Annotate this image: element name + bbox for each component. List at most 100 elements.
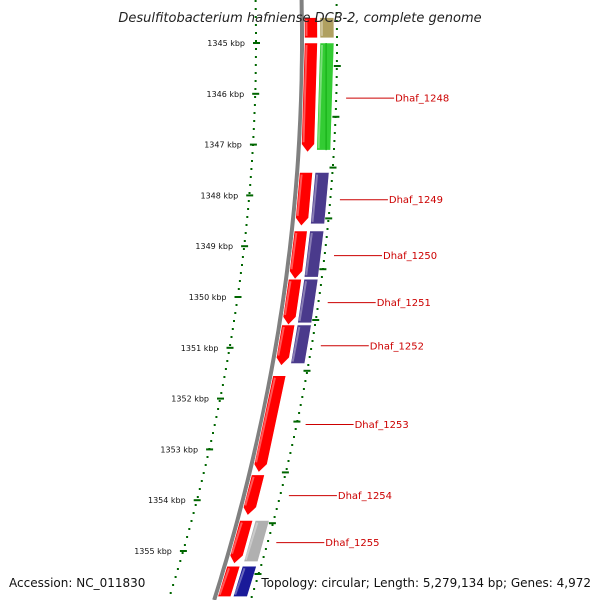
cds-arrow[interactable] xyxy=(282,278,302,326)
ring-dot xyxy=(326,228,329,230)
cds-arrow[interactable] xyxy=(275,324,296,367)
ruler-dot xyxy=(237,288,240,290)
ruler-dot xyxy=(181,552,184,554)
cds-arrow[interactable] xyxy=(289,230,308,280)
ring-dot xyxy=(299,404,302,406)
partial-cds[interactable] xyxy=(304,17,318,39)
ring-dot xyxy=(335,28,338,30)
ring-dot xyxy=(336,44,338,46)
ruler-dot xyxy=(255,48,257,50)
cds-arrow[interactable] xyxy=(295,172,313,227)
category-block[interactable] xyxy=(303,230,325,278)
category-block-shape xyxy=(316,42,335,151)
cds-arrow[interactable] xyxy=(253,375,287,473)
ring-dot xyxy=(293,436,295,438)
category-block[interactable] xyxy=(290,324,312,364)
ring-dot xyxy=(269,532,272,534)
ring-dot xyxy=(298,412,301,414)
ring-tick xyxy=(268,522,276,525)
kbp-tick xyxy=(246,194,254,197)
ruler-dot xyxy=(254,0,257,2)
ring-dot xyxy=(305,372,308,374)
gene-label-link[interactable]: Dhaf_1255 xyxy=(325,538,379,549)
gene-label-link[interactable]: Dhaf_1250 xyxy=(383,251,437,262)
ruler-dot xyxy=(217,408,220,410)
cds-arrow-shape xyxy=(275,324,296,367)
ring-dot xyxy=(333,132,336,134)
ring-dot xyxy=(335,4,338,6)
ruler-dot xyxy=(194,504,197,506)
ruler-dot xyxy=(254,64,257,66)
category-block-shape xyxy=(243,520,270,563)
gene-label-link[interactable]: Dhaf_1253 xyxy=(355,420,409,431)
ruler-dot xyxy=(253,112,256,114)
genome-summary-text: Topology: circular; Length: 5,279,134 bp… xyxy=(260,576,591,590)
cds-arrow[interactable] xyxy=(229,520,254,565)
category-block-highlight xyxy=(244,522,259,560)
ring-dot xyxy=(267,540,270,542)
ring-dot xyxy=(335,12,338,14)
partial-category[interactable] xyxy=(232,565,257,598)
ruler-dot xyxy=(246,216,249,218)
category-block-highlight xyxy=(291,326,301,362)
partial-cds[interactable] xyxy=(217,565,241,598)
gene-label-link[interactable]: Dhaf_1252 xyxy=(370,341,424,352)
ring-dot xyxy=(287,460,290,462)
ring-dot xyxy=(312,332,315,334)
ruler-dot xyxy=(227,352,230,354)
kbp-tick-label: 1352 kbp xyxy=(171,395,209,404)
kbp-tick-label: 1354 kbp xyxy=(148,496,186,505)
ring-dot xyxy=(333,140,336,142)
ring-tick xyxy=(319,268,327,271)
ring-dot xyxy=(320,276,323,278)
category-block[interactable] xyxy=(316,42,335,151)
ring-dot xyxy=(336,36,338,38)
gene-label-link[interactable]: Dhaf_1251 xyxy=(377,298,431,309)
category-block[interactable] xyxy=(297,278,319,324)
ring-dot xyxy=(264,548,267,550)
ring-dot xyxy=(314,324,316,326)
category-block[interactable] xyxy=(310,172,330,225)
ruler-dot xyxy=(247,208,250,210)
cds-arrow[interactable] xyxy=(242,474,265,516)
ruler-dot xyxy=(213,424,216,426)
ruler-dot xyxy=(234,312,237,314)
ruler-dot xyxy=(183,544,186,546)
cds-arrow-shape xyxy=(229,520,254,565)
partial-category-highlight xyxy=(234,567,246,596)
ruler-dot xyxy=(200,480,203,482)
gene-label-link[interactable]: Dhaf_1249 xyxy=(389,195,443,206)
ring-dot xyxy=(275,508,278,510)
ruler-dot xyxy=(204,464,207,466)
gene-label-link[interactable]: Dhaf_1248 xyxy=(395,94,449,105)
ring-dot xyxy=(334,108,337,110)
ring-dot xyxy=(317,300,320,302)
ring-dot xyxy=(335,100,338,102)
cds-arrow[interactable] xyxy=(301,42,318,153)
gene-label-link[interactable]: Dhaf_1254 xyxy=(338,491,392,502)
coordinate-ruler: 1345 kbp 1346 kbp 1347 kbp 1348 kbp 1349 kbp… xyxy=(134,0,341,598)
ring-dot xyxy=(330,188,333,190)
ring-dot xyxy=(319,284,322,286)
ring-dot xyxy=(262,556,265,558)
ring-tick xyxy=(312,319,320,321)
ruler-dot xyxy=(239,272,242,274)
kbp-tick xyxy=(206,448,214,451)
ruler-dot xyxy=(248,192,251,194)
ring-dot xyxy=(324,244,327,246)
kbp-tick xyxy=(252,92,260,95)
ring-dot xyxy=(253,588,256,590)
ruler-dot xyxy=(230,336,233,338)
ruler-dot xyxy=(254,72,257,74)
kbp-tick xyxy=(253,42,260,44)
partial-category[interactable] xyxy=(319,17,335,39)
ring-dot xyxy=(294,428,297,430)
kbp-tick xyxy=(234,296,242,298)
ring-dot xyxy=(260,564,263,566)
category-block[interactable] xyxy=(243,520,270,563)
ring-dot xyxy=(255,580,258,582)
ruler-dot xyxy=(255,40,257,42)
ring-tick xyxy=(303,369,311,372)
cds-arrow-highlight xyxy=(244,476,255,506)
